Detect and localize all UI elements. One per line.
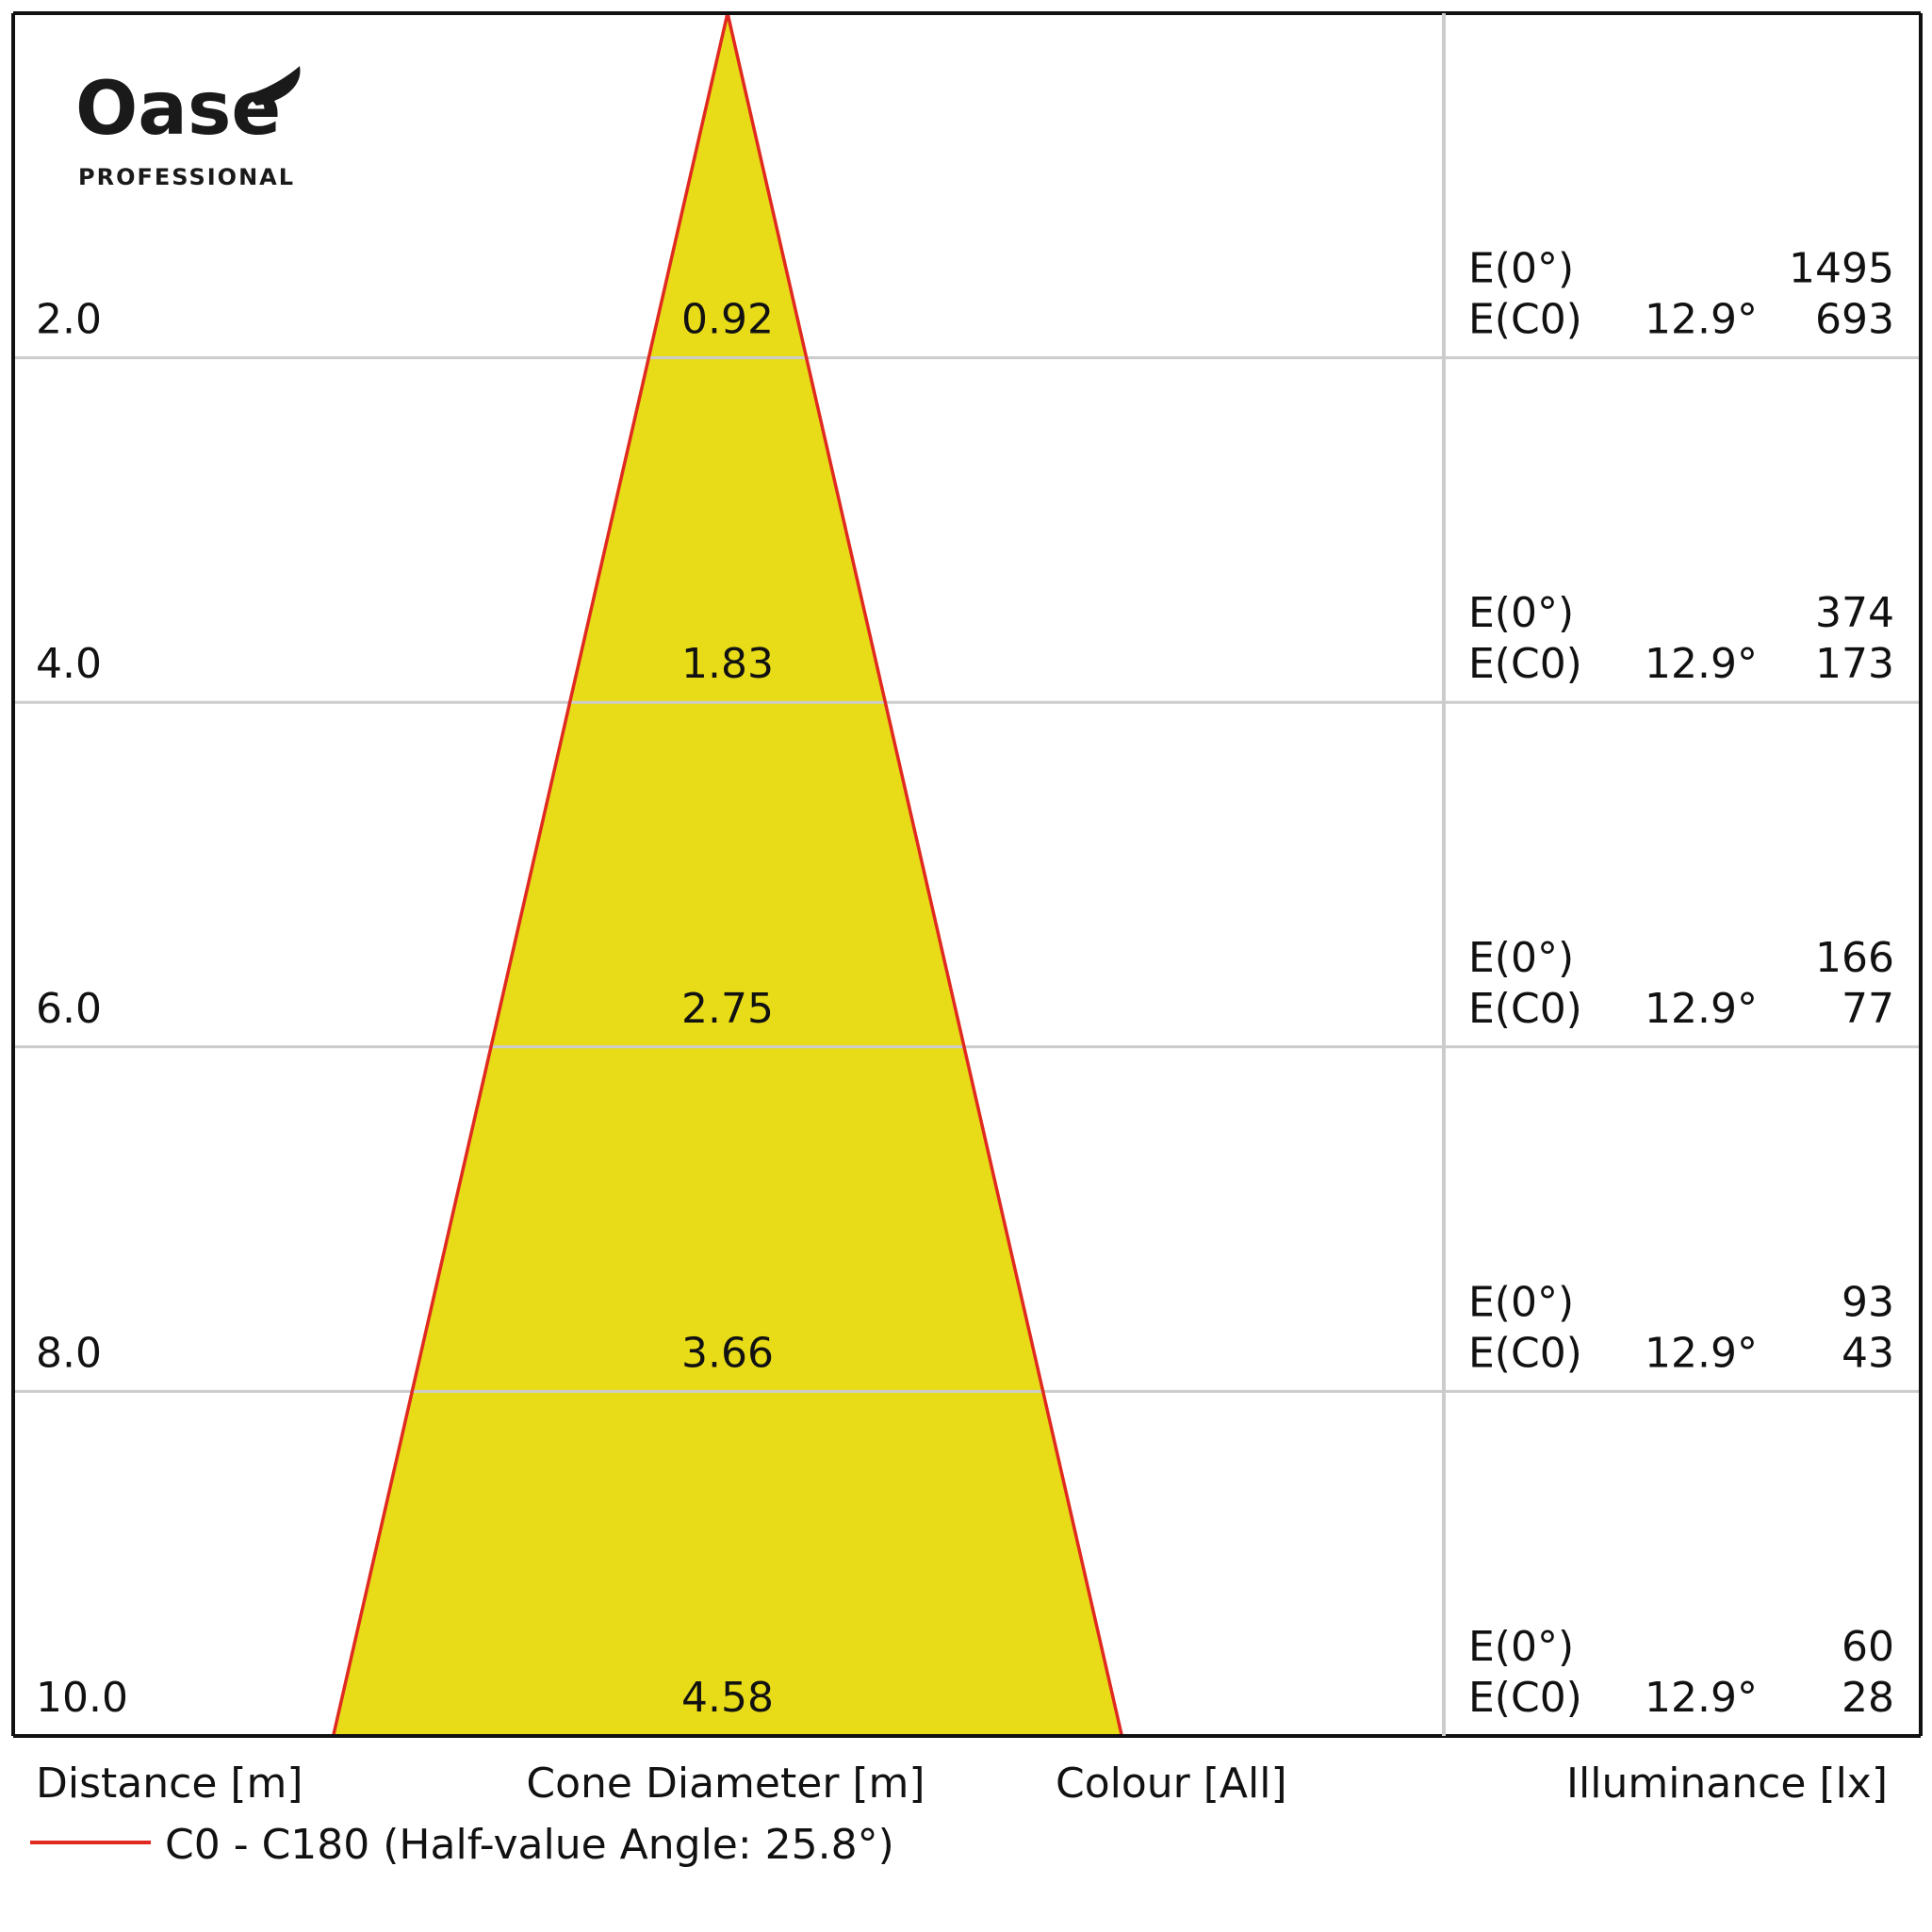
e0-value: 166 (1815, 934, 1894, 982)
ec0-value: 77 (1842, 985, 1894, 1033)
ec0-angle: 12.9° (1645, 296, 1758, 344)
row-labels: 2.0 0.92 E(0°) 1495 E(C0) 12.9° 693 4.0 1.83 E(0°… (36, 245, 1894, 1722)
ec0-value: 173 (1815, 640, 1894, 688)
distance-label: 6.0 (36, 985, 102, 1033)
distance-label: 10.0 (36, 1674, 128, 1722)
ec0-angle: 12.9° (1645, 985, 1758, 1033)
distance-label: 2.0 (36, 296, 102, 344)
cone-edge-right (726, 12, 1124, 1737)
distance-gridlines (13, 356, 1921, 1393)
e0-value: 1495 (1789, 245, 1894, 293)
cone-diameter-label: 0.92 (681, 296, 774, 344)
e0-value: 93 (1842, 1278, 1894, 1326)
ec0-value: 693 (1815, 296, 1894, 344)
distance-label: 4.0 (36, 640, 102, 688)
ec0-label: E(C0) (1468, 1674, 1582, 1722)
oase-logo: Oase PROFESSIONAL (75, 66, 301, 190)
distance-header: Distance [m] (36, 1760, 303, 1808)
e0-label: E(0°) (1468, 1278, 1574, 1326)
cone-diameter-label: 2.75 (681, 985, 774, 1033)
legend-label: C0 - C180 (Half-value Angle: 25.8°) (165, 1821, 894, 1869)
e0-label: E(0°) (1468, 245, 1574, 293)
ec0-angle: 12.9° (1645, 1674, 1758, 1722)
e0-label: E(0°) (1468, 1623, 1574, 1671)
logo-tagline: PROFESSIONAL (78, 164, 295, 190)
illuminance-header: Illuminance [lx] (1566, 1760, 1888, 1808)
e0-label: E(0°) (1468, 589, 1574, 637)
cone-diameter-label: 4.58 (681, 1674, 774, 1722)
logo-swoosh-icon (247, 66, 301, 106)
ec0-label: E(C0) (1468, 1329, 1582, 1377)
ec0-value: 43 (1842, 1329, 1894, 1377)
logo-brand: Oase (75, 67, 281, 152)
light-cone (333, 13, 1122, 1736)
ec0-label: E(C0) (1468, 296, 1582, 344)
legend: C0 - C180 (Half-value Angle: 25.8°) (30, 1821, 894, 1869)
cone-diameter-label: 1.83 (681, 640, 774, 688)
ec0-label: E(C0) (1468, 985, 1582, 1033)
cone-edge-left (331, 12, 729, 1737)
ec0-label: E(C0) (1468, 640, 1582, 688)
cone-diameter-label: 3.66 (681, 1329, 774, 1377)
distance-label: 8.0 (36, 1329, 102, 1377)
e0-label: E(0°) (1468, 934, 1574, 982)
ec0-value: 28 (1842, 1674, 1894, 1722)
chart-frame (11, 11, 1923, 1738)
e0-value: 374 (1815, 589, 1894, 637)
colour-header: Colour [All] (1056, 1760, 1287, 1808)
cone-diameter-header: Cone Diameter [m] (526, 1760, 925, 1808)
ec0-angle: 12.9° (1645, 1329, 1758, 1377)
ec0-angle: 12.9° (1645, 640, 1758, 688)
e0-value: 60 (1842, 1623, 1894, 1671)
